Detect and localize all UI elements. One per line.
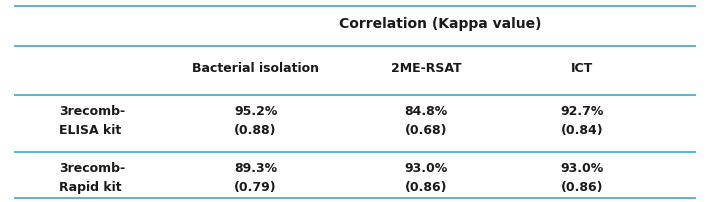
- Text: 3recomb-
ELISA kit: 3recomb- ELISA kit: [59, 105, 126, 137]
- Text: Correlation (Kappa value): Correlation (Kappa value): [339, 17, 542, 31]
- Text: 95.2%
(0.88): 95.2% (0.88): [234, 105, 278, 137]
- Text: 89.3%
(0.79): 89.3% (0.79): [234, 162, 277, 194]
- Text: 93.0%
(0.86): 93.0% (0.86): [561, 162, 603, 194]
- Text: Bacterial isolation: Bacterial isolation: [192, 62, 319, 75]
- Text: 3recomb-
Rapid kit: 3recomb- Rapid kit: [59, 162, 126, 194]
- Text: ICT: ICT: [571, 62, 594, 75]
- Text: 92.7%
(0.84): 92.7% (0.84): [560, 105, 604, 137]
- Text: 93.0%
(0.86): 93.0% (0.86): [405, 162, 447, 194]
- Text: 84.8%
(0.68): 84.8% (0.68): [405, 105, 447, 137]
- Text: 2ME-RSAT: 2ME-RSAT: [391, 62, 462, 75]
